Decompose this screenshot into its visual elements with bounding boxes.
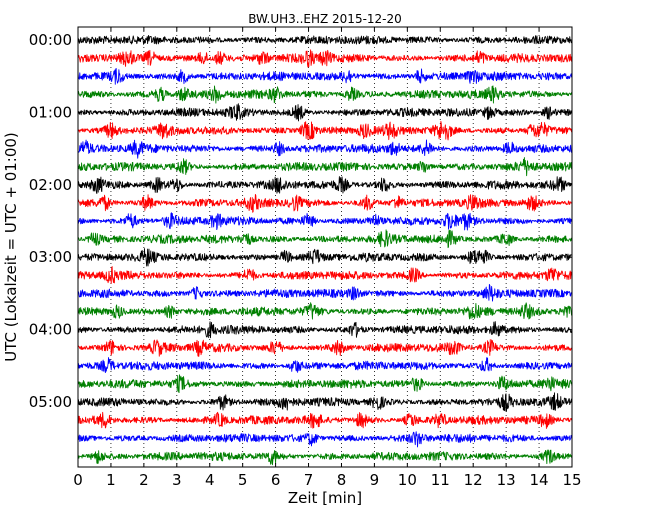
trace-0030 (78, 68, 572, 85)
x-tick-label: 0 (73, 471, 83, 489)
y-tick-label: 05:00 (29, 393, 72, 411)
y-axis: 00:00 01:00 02:00 03:00 04:00 05:00 (29, 31, 572, 411)
trace-0230 (78, 212, 572, 231)
x-tick-label: 1 (106, 471, 116, 489)
trace-0045 (78, 85, 572, 104)
y-tick-label: 03:00 (29, 248, 72, 266)
trace-0000 (78, 35, 572, 45)
x-tick-label: 8 (337, 471, 347, 489)
y-axis-label: UTC (Lokalzeit = UTC + 01:00) (2, 132, 20, 362)
trace-0245 (78, 229, 572, 249)
trace-0415 (78, 339, 572, 357)
x-tick-label: 5 (238, 471, 248, 489)
trace-0445 (78, 374, 572, 394)
trace-0345 (78, 302, 572, 320)
y-tick-label: 01:00 (29, 103, 72, 121)
x-axis: 0 1 2 3 4 5 6 7 8 9 10 11 12 13 14 15 (73, 27, 582, 489)
y-tick-label: 00:00 (29, 31, 72, 49)
x-tick-label: 4 (205, 471, 215, 489)
chart-title: BW.UH3..EHZ 2015-12-20 (248, 12, 402, 26)
x-tick-label: 11 (431, 471, 450, 489)
trace-0200 (78, 176, 572, 194)
trace-0430 (78, 357, 572, 374)
x-tick-label: 7 (304, 471, 314, 489)
y-tick-label: 02:00 (29, 176, 72, 194)
y-tick-label: 04:00 (29, 321, 72, 339)
trace-0330 (78, 283, 572, 302)
grid-lines (110, 27, 540, 467)
x-tick-label: 10 (398, 471, 417, 489)
trace-0530 (78, 431, 572, 448)
x-axis-label: Zeit [min] (288, 489, 362, 507)
trace-0100 (78, 103, 572, 122)
trace-0400 (78, 321, 572, 339)
trace-0315 (78, 266, 572, 284)
x-tick-label: 9 (370, 471, 380, 489)
traces-group (78, 35, 572, 466)
trace-0130 (78, 139, 572, 159)
x-tick-label: 3 (172, 471, 182, 489)
x-tick-label: 13 (497, 471, 516, 489)
trace-0215 (78, 193, 572, 213)
x-tick-label: 6 (271, 471, 281, 489)
trace-0545 (78, 449, 572, 466)
plot-frame (77, 26, 573, 468)
trace-0300 (78, 248, 572, 267)
trace-0515 (78, 411, 572, 429)
x-tick-label: 14 (530, 471, 549, 489)
x-tick-label: 2 (139, 471, 149, 489)
x-tick-label: 15 (562, 471, 581, 489)
trace-0015 (78, 49, 572, 68)
x-tick-label: 12 (464, 471, 483, 489)
trace-0115 (78, 120, 572, 141)
trace-0145 (78, 157, 572, 177)
trace-0500 (78, 392, 572, 412)
